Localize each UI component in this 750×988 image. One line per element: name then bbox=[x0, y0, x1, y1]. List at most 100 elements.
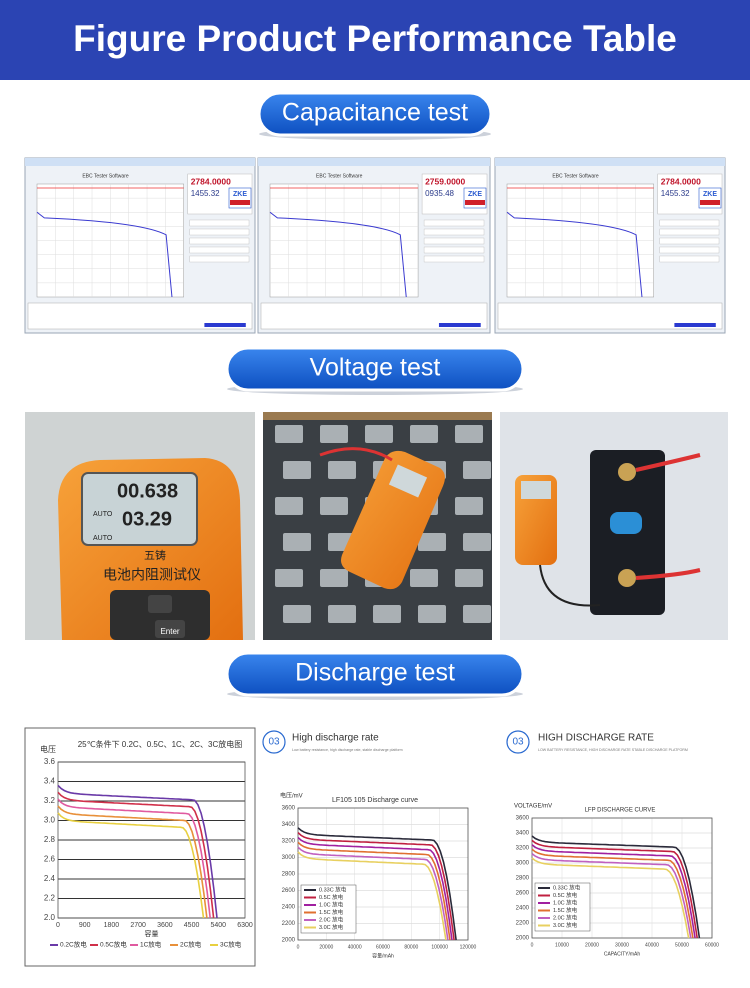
settings-field bbox=[189, 255, 250, 263]
label: 20000 bbox=[319, 944, 333, 950]
discharge-curve bbox=[531, 848, 694, 939]
settings-field bbox=[659, 219, 720, 227]
brand-stripe bbox=[230, 200, 250, 205]
label: 0 bbox=[297, 944, 300, 950]
label: 50000 bbox=[675, 942, 689, 948]
label: 3400 bbox=[516, 831, 530, 837]
terminal bbox=[618, 463, 636, 481]
label: 3.6 bbox=[44, 757, 56, 766]
label: 60000 bbox=[376, 944, 390, 950]
meter-screen bbox=[388, 464, 428, 498]
settings-field bbox=[659, 237, 720, 245]
label: 80000 bbox=[404, 944, 418, 950]
cell-terminal bbox=[410, 425, 438, 443]
probe-wire bbox=[319, 447, 393, 462]
cell-terminal bbox=[418, 605, 446, 623]
plot-frame bbox=[57, 761, 246, 919]
cell-terminal bbox=[320, 497, 348, 515]
meter-screen bbox=[81, 472, 198, 546]
frame bbox=[263, 412, 492, 420]
cell-terminal bbox=[283, 605, 311, 623]
discharge-curve bbox=[297, 836, 453, 941]
cell-terminal bbox=[275, 425, 303, 443]
label: 2C放电 bbox=[180, 940, 202, 949]
plot-frame bbox=[297, 807, 469, 941]
label: 5400 bbox=[210, 922, 226, 929]
settings-field bbox=[423, 219, 485, 227]
settings-field bbox=[659, 255, 720, 263]
label: 五铸 bbox=[144, 548, 166, 562]
settings-field bbox=[189, 219, 250, 227]
settings-field bbox=[423, 255, 485, 263]
label: 2800 bbox=[516, 876, 530, 882]
label: 2.0 bbox=[44, 913, 56, 922]
label: 2700 bbox=[130, 922, 146, 929]
settings-field bbox=[189, 228, 250, 236]
section-pill bbox=[257, 91, 493, 137]
status-color bbox=[674, 323, 716, 327]
label: AUTO bbox=[93, 535, 113, 542]
cable bbox=[539, 564, 601, 607]
label: 3400 bbox=[282, 822, 296, 828]
label: 2600 bbox=[282, 888, 296, 894]
label: 00.638 bbox=[117, 480, 178, 502]
label: 容量 bbox=[145, 929, 159, 938]
label: VOLTAGE/mV bbox=[514, 804, 552, 810]
label: LFP DISCHARGE CURVE bbox=[585, 808, 656, 814]
discharge-curve bbox=[531, 857, 690, 939]
label: 3200 bbox=[282, 839, 296, 845]
label: 4500 bbox=[184, 922, 200, 929]
title-bar bbox=[495, 158, 725, 166]
meter-screen bbox=[521, 481, 551, 499]
label: EBC Tester Software bbox=[316, 173, 363, 179]
label: AUTO bbox=[93, 511, 113, 518]
label: 3000 bbox=[516, 861, 530, 867]
label: 0 bbox=[56, 922, 60, 929]
cell-terminal bbox=[455, 569, 483, 587]
cell-terminal bbox=[328, 461, 356, 479]
label: 0 bbox=[531, 942, 534, 948]
label-sticker bbox=[610, 512, 642, 534]
label: 2784.0000 bbox=[191, 176, 231, 186]
discharge-curve bbox=[531, 852, 692, 939]
label: 03 bbox=[512, 737, 524, 748]
label: 2000 bbox=[282, 938, 296, 944]
label: 0.2C放电 bbox=[60, 940, 87, 949]
label: 2400 bbox=[516, 906, 530, 912]
label: 25℃条件下 0.2C、0.5C、1C、2C、3C放电图 bbox=[78, 739, 243, 749]
label: 40000 bbox=[348, 944, 362, 950]
label: 2.0C 放电 bbox=[553, 913, 578, 921]
label: 0.33C 放电 bbox=[319, 885, 347, 893]
settings-field bbox=[659, 246, 720, 254]
label: 2800 bbox=[282, 872, 296, 878]
title-bar bbox=[25, 158, 255, 166]
label: 100000 bbox=[431, 944, 448, 950]
label: 3.0C 放电 bbox=[319, 923, 344, 931]
header-bar bbox=[0, 0, 750, 80]
label: LF105 105 Discharge curve bbox=[332, 797, 418, 804]
discharge-curve bbox=[531, 835, 701, 939]
label: 03 bbox=[268, 737, 280, 748]
label: 2759.0000 bbox=[425, 176, 465, 186]
label: 2.8 bbox=[44, 835, 56, 844]
cell-terminal bbox=[320, 569, 348, 587]
label: ZKE bbox=[703, 191, 717, 198]
label: 电压/mV bbox=[280, 792, 303, 800]
label: 0.5C 放电 bbox=[553, 891, 578, 899]
settings-field bbox=[423, 228, 485, 236]
label: ZKE bbox=[233, 191, 247, 198]
label: Enter bbox=[160, 627, 179, 636]
label: ZKE bbox=[468, 191, 482, 198]
label: Low battery resistance, high discharge r… bbox=[292, 748, 403, 752]
cell-terminal bbox=[275, 497, 303, 515]
discharge-curve bbox=[531, 839, 698, 939]
label: 1455.32 bbox=[191, 189, 220, 198]
settings-field bbox=[189, 237, 250, 245]
discharge-curve bbox=[297, 851, 447, 941]
brand-stripe bbox=[700, 200, 720, 205]
label: 3600 bbox=[282, 806, 296, 812]
discharge-curve bbox=[57, 805, 208, 919]
label: 1.5C 放电 bbox=[319, 908, 344, 916]
label: 2200 bbox=[282, 921, 296, 927]
label: EBC Tester Software bbox=[82, 173, 129, 179]
